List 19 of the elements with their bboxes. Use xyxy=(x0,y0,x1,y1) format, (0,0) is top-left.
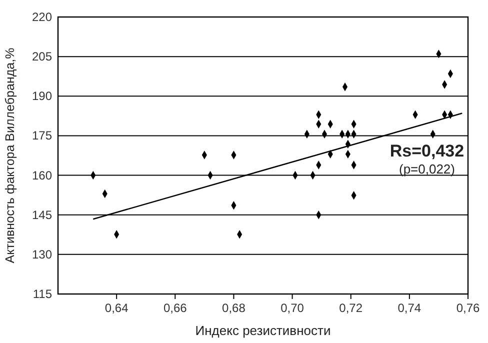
x-tick-label: 0,76 xyxy=(456,301,480,315)
y-tick-label: 130 xyxy=(32,247,52,262)
y-tick-label: 220 xyxy=(32,10,52,24)
y-tick-label: 175 xyxy=(32,128,52,143)
x-tick-label: 0,70 xyxy=(280,301,304,315)
x-tick-label: 0,72 xyxy=(339,301,363,315)
annotation: (p=0,022) xyxy=(398,162,456,177)
x-axis-title: Индекс резистивности xyxy=(195,323,331,338)
y-tick-label: 190 xyxy=(32,89,52,104)
x-tick-label: 0,66 xyxy=(163,301,188,315)
y-axis-title: Активность фактора Виллебранда,% xyxy=(3,48,17,264)
annotation: Rs=0,432 xyxy=(390,142,464,161)
x-tick-label: 0,74 xyxy=(398,301,422,315)
y-tick-label: 115 xyxy=(32,287,52,301)
x-tick-label: 0,68 xyxy=(222,301,246,315)
y-tick-label: 145 xyxy=(32,208,52,222)
y-tick-label: 160 xyxy=(32,168,52,182)
x-tick-label: 0,64 xyxy=(104,301,129,315)
y-tick-label: 205 xyxy=(32,50,52,64)
